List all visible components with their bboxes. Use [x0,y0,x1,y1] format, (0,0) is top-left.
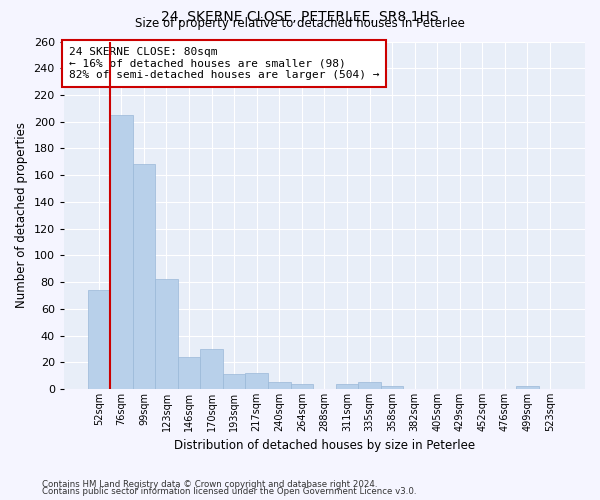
X-axis label: Distribution of detached houses by size in Peterlee: Distribution of detached houses by size … [174,440,475,452]
Bar [110,115,133,389]
Bar [133,164,155,389]
Bar [268,382,290,389]
Bar [178,357,200,389]
Bar [335,384,358,389]
Text: Contains HM Land Registry data © Crown copyright and database right 2024.: Contains HM Land Registry data © Crown c… [42,480,377,489]
Bar [223,374,245,389]
Bar [358,382,381,389]
Bar [200,349,223,389]
Y-axis label: Number of detached properties: Number of detached properties [15,122,28,308]
Bar [88,290,110,389]
Text: 24 SKERNE CLOSE: 80sqm
← 16% of detached houses are smaller (98)
82% of semi-det: 24 SKERNE CLOSE: 80sqm ← 16% of detached… [69,46,380,80]
Text: Contains public sector information licensed under the Open Government Licence v3: Contains public sector information licen… [42,487,416,496]
Bar [381,386,403,389]
Bar [516,386,539,389]
Bar [290,384,313,389]
Text: Size of property relative to detached houses in Peterlee: Size of property relative to detached ho… [135,18,465,30]
Bar [155,280,178,389]
Bar [245,373,268,389]
Text: 24, SKERNE CLOSE, PETERLEE, SR8 1HS: 24, SKERNE CLOSE, PETERLEE, SR8 1HS [161,10,439,24]
